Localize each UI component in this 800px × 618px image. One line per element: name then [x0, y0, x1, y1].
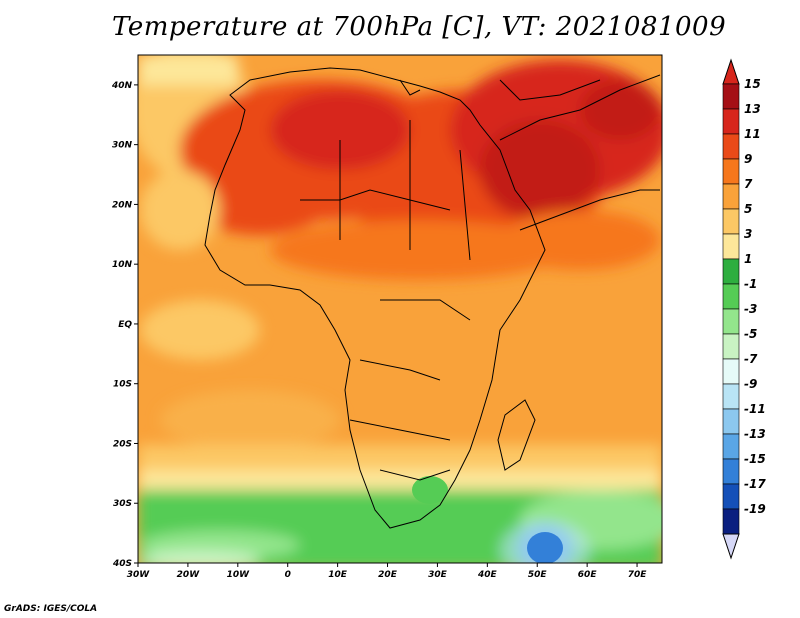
colorbar-label: -11: [744, 402, 766, 416]
colorbar-swatch: [722, 483, 740, 510]
lat-label: 10N: [112, 260, 133, 270]
colorbar-swatch: [722, 383, 740, 410]
coastline: [204, 67, 661, 529]
colorbar-label: -7: [744, 352, 758, 366]
colorbar-swatch: [722, 108, 740, 135]
lat-label: 20S: [113, 439, 132, 449]
colorbar-label: 11: [744, 127, 761, 141]
colorbar-label: -19: [744, 502, 766, 516]
colorbar-swatch: [722, 358, 740, 385]
lat-label: 30N: [112, 141, 133, 151]
lon-label: 0: [285, 570, 291, 580]
colorbar-label: -17: [744, 477, 766, 491]
colorbar-under-triangle: [722, 533, 740, 560]
colorbar-swatch: [722, 283, 740, 310]
colorbar-swatch: [722, 208, 740, 235]
lat-label: EQ: [118, 320, 132, 330]
colorbar-swatch: [722, 433, 740, 460]
colorbar-swatch: [722, 458, 740, 485]
colorbar-swatch: [722, 158, 740, 185]
lat-label: 30S: [113, 499, 132, 509]
colorbar-label: 9: [744, 152, 752, 166]
colorbar-swatch: [722, 333, 740, 360]
colorbar-label: 7: [744, 177, 753, 191]
lon-label: 20E: [378, 570, 398, 580]
colorbar-label: 13: [744, 102, 761, 116]
lat-label: 10S: [113, 380, 132, 390]
colorbar-label: 5: [744, 202, 752, 216]
colorbar-label: -13: [744, 427, 766, 441]
lat-label: 20N: [112, 200, 133, 210]
colorbar-swatch: [722, 408, 740, 435]
lon-label: 50E: [528, 570, 548, 580]
lon-label: 40E: [477, 570, 498, 580]
colorbar-swatch: [722, 83, 740, 110]
grads-credit: GrADS: IGES/COLA: [4, 604, 98, 614]
colorbar-swatch: [722, 233, 740, 260]
lon-label: 10E: [328, 570, 348, 580]
colorbar-over-triangle: [722, 58, 740, 85]
lon-label: 60E: [578, 570, 598, 580]
colorbar-label: 1: [744, 252, 752, 266]
lat-label: 40S: [112, 559, 132, 569]
colorbar-label: -15: [744, 452, 766, 466]
temperature-map: 30W 20W 10W 0 10E 20E 30E 40E 50E 60E 70E 40N 30N 20N…: [111, 54, 766, 580]
lat-label: 40N: [111, 81, 133, 91]
colorbar-label: -3: [744, 302, 757, 316]
colorbar-label: -1: [744, 277, 757, 291]
colorbar-swatch: [722, 508, 740, 535]
colorbar-swatch: [722, 183, 740, 210]
temperature-field: [138, 55, 662, 563]
colorbar-label: 3: [744, 227, 752, 241]
map-title: Temperature at 700hPa [C], VT: 202108100…: [112, 12, 727, 42]
colorbar-swatch: [722, 308, 740, 335]
colorbar-label: 15: [744, 77, 761, 91]
lon-label: 20W: [177, 570, 201, 580]
colorbar-label: -5: [744, 327, 757, 341]
lon-label: 30W: [127, 570, 151, 580]
colorbar-label: -9: [744, 377, 757, 391]
lon-label: 10W: [227, 570, 251, 580]
lon-label: 30E: [428, 570, 448, 580]
colorbar-swatch: [722, 258, 740, 285]
lon-label: 70E: [628, 570, 648, 580]
colorbar-swatch: [722, 133, 740, 160]
